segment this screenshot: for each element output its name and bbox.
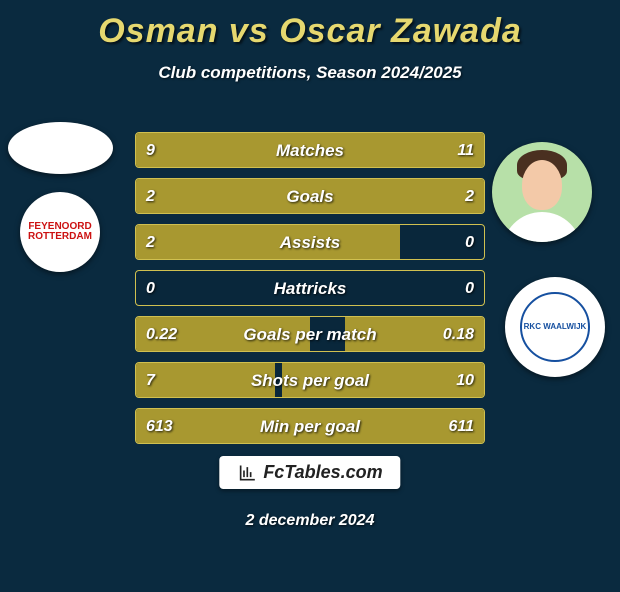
stats-container: 9Matches112Goals22Assists00Hattricks00.2… bbox=[135, 132, 485, 454]
stat-row: 9Matches11 bbox=[135, 132, 485, 168]
player-face bbox=[522, 160, 562, 210]
stat-row: 613Min per goal611 bbox=[135, 408, 485, 444]
club-left-label: FEYENOORD ROTTERDAM bbox=[20, 222, 100, 242]
player-left-photo bbox=[8, 122, 113, 174]
stat-value-right: 10 bbox=[456, 363, 474, 398]
stat-label: Shots per goal bbox=[136, 363, 484, 398]
subtitle: Club competitions, Season 2024/2025 bbox=[0, 63, 620, 83]
stat-value-right: 0 bbox=[465, 271, 474, 306]
club-right-badge: RKC WAALWIJK bbox=[505, 277, 605, 377]
stat-row: 0.22Goals per match0.18 bbox=[135, 316, 485, 352]
stat-row: 2Assists0 bbox=[135, 224, 485, 260]
stat-value-right: 2 bbox=[465, 179, 474, 214]
club-right-label: RKC WAALWIJK bbox=[520, 292, 590, 362]
stat-row: 2Goals2 bbox=[135, 178, 485, 214]
date-text: 2 december 2024 bbox=[0, 512, 620, 530]
stat-value-right: 11 bbox=[457, 133, 474, 168]
stat-label: Min per goal bbox=[136, 409, 484, 444]
player-right-photo bbox=[492, 142, 592, 242]
stat-value-right: 0.18 bbox=[443, 317, 474, 352]
stat-value-right: 0 bbox=[465, 225, 474, 260]
stat-row: 0Hattricks0 bbox=[135, 270, 485, 306]
stat-label: Goals bbox=[136, 179, 484, 214]
page-title: Osman vs Oscar Zawada bbox=[0, 12, 620, 51]
stat-label: Matches bbox=[136, 133, 484, 168]
stat-value-right: 611 bbox=[448, 409, 474, 444]
stat-row: 7Shots per goal10 bbox=[135, 362, 485, 398]
stat-label: Assists bbox=[136, 225, 484, 260]
stat-label: Hattricks bbox=[136, 271, 484, 306]
branding-text: FcTables.com bbox=[263, 462, 382, 483]
chart-icon bbox=[237, 463, 257, 483]
stat-label: Goals per match bbox=[136, 317, 484, 352]
club-left-badge: FEYENOORD ROTTERDAM bbox=[20, 192, 100, 272]
player-shirt bbox=[502, 212, 582, 242]
branding-badge: FcTables.com bbox=[219, 456, 400, 489]
